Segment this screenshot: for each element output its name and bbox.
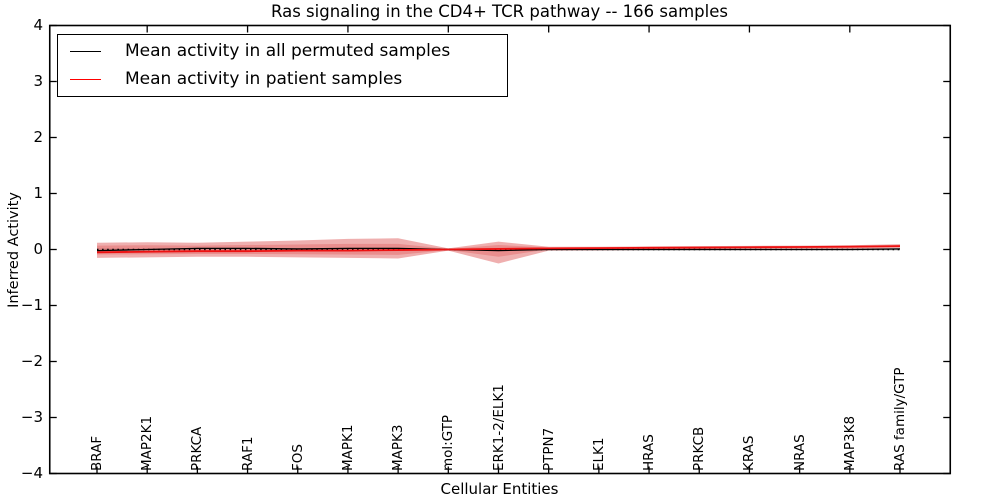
y-tick-label: 3 xyxy=(33,72,43,90)
chart-title: Ras signaling in the CD4+ TCR pathway --… xyxy=(271,2,728,21)
x-tick-label: KRAS xyxy=(741,435,758,472)
x-tick-label: BRAF xyxy=(89,435,105,471)
y-tick-label: 4 xyxy=(33,16,43,34)
x-tick-label: RAF1 xyxy=(239,436,256,471)
y-tick-label: 2 xyxy=(33,128,43,146)
x-tick-label: PTPN7 xyxy=(540,427,557,471)
y-tick-label: −3 xyxy=(20,408,43,426)
y-tick-label: −4 xyxy=(20,464,43,482)
x-tick-label: MAP3K8 xyxy=(841,415,858,471)
legend: Mean activity in all permuted samples Me… xyxy=(57,34,508,97)
y-tick-label: −1 xyxy=(20,296,43,314)
y-tick-label: −2 xyxy=(20,352,43,370)
legend-label: Mean activity in all permuted samples xyxy=(125,41,451,61)
permuted-line-swatch xyxy=(70,50,101,52)
x-tick-label: NRAS xyxy=(791,434,808,471)
patient-line-swatch xyxy=(70,78,101,80)
x-tick-label: PRKCA xyxy=(189,426,206,471)
legend-item-patient: Mean activity in patient samples xyxy=(58,65,507,93)
x-tick-label: mol:GTP xyxy=(440,414,457,471)
series-line-patient xyxy=(96,245,901,254)
x-tick-label: MAPK1 xyxy=(339,424,356,471)
x-tick-label: ELK1 xyxy=(590,437,607,472)
legend-item-permuted: Mean activity in all permuted samples xyxy=(58,37,507,65)
x-tick-label: ERK1-2/ELK1 xyxy=(490,384,507,471)
x-tick-label: MAPK3 xyxy=(390,424,407,471)
x-tick-label: RAS family/GTP xyxy=(892,367,908,471)
series-line-permuted xyxy=(96,247,901,252)
x-tick-label: MAP2K1 xyxy=(139,415,156,471)
legend-label: Mean activity in patient samples xyxy=(125,69,403,89)
x-tick-label: FOS xyxy=(289,444,306,471)
y-tick-label: 1 xyxy=(33,184,43,202)
x-tick-label: HRAS xyxy=(641,434,658,471)
x-tick-label: PRKCB xyxy=(691,426,708,471)
x-axis-label: Cellular Entities xyxy=(440,480,559,498)
y-tick-label: 0 xyxy=(33,240,43,258)
